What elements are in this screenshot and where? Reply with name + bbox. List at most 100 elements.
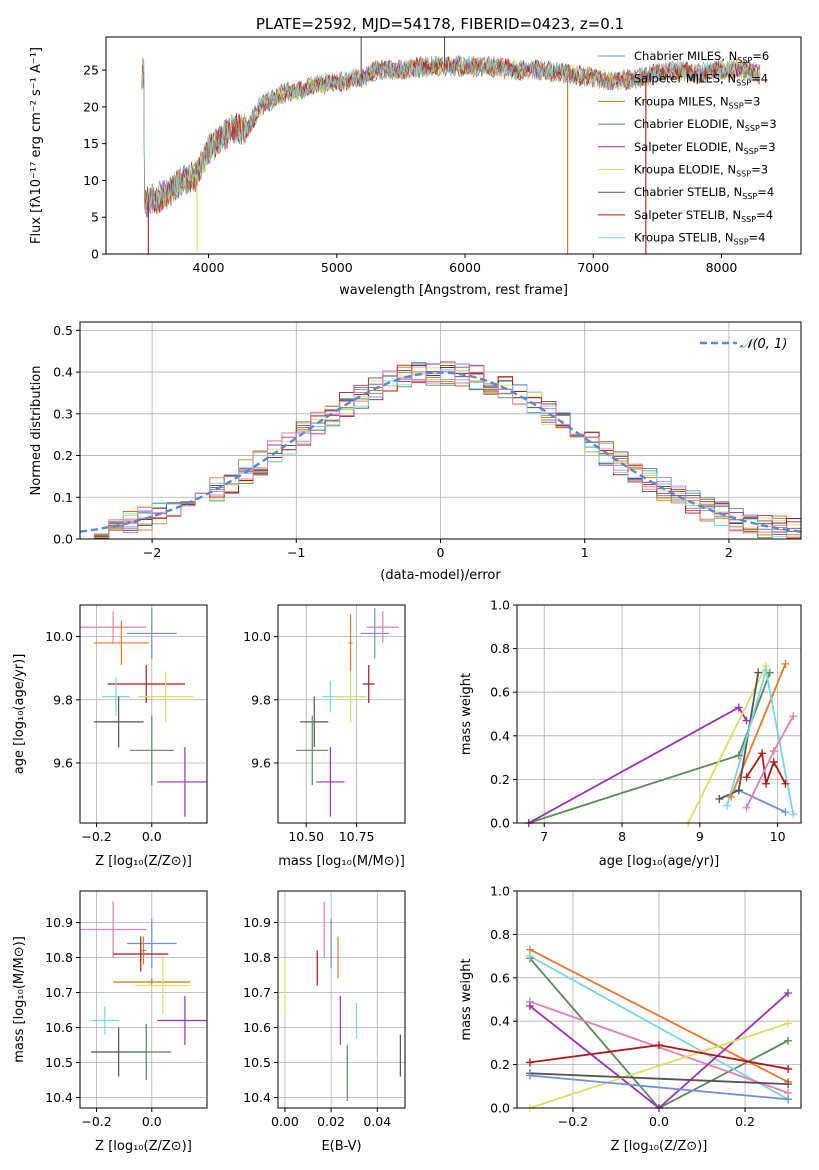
y-tick-label: 9.8 <box>53 692 73 707</box>
x-tick-label: 4000 <box>193 260 225 275</box>
ticks <box>76 922 153 1112</box>
z-age-panel: −0.2 0.0 9.6 9.8 10.0 Z [log₁₀(Z/Z⊙)] age [log… <box>12 604 208 869</box>
legend-label: Kroupa MILES, NSSP=3 <box>634 94 760 110</box>
weight-line <box>687 665 767 823</box>
axes-frame <box>516 890 802 1109</box>
y-tick-label: 0.4 <box>490 1014 510 1029</box>
x-tick-label: 0.2 <box>735 1114 755 1129</box>
legend-label: Chabrier STELIB, NSSP=4 <box>634 185 774 201</box>
weight-line <box>529 1072 789 1085</box>
x-tick-label: 8000 <box>706 260 738 275</box>
weight-marker <box>789 712 798 721</box>
legend-sub: SSP <box>736 170 751 179</box>
y-tick-label: 10.6 <box>45 1020 73 1035</box>
x-tick-label: 0.0 <box>142 829 162 844</box>
y-tick-label: 10.9 <box>45 915 73 930</box>
legend-sub: SSP <box>737 56 752 65</box>
weight-line <box>529 948 789 1083</box>
y-tick-label: 0.6 <box>490 685 510 700</box>
weight-marker <box>742 716 751 725</box>
x-axis-label: Z [log₁₀(Z/Z⊙)] <box>95 854 192 869</box>
legend-tail: =3 <box>751 163 768 177</box>
histogram-step <box>80 368 801 539</box>
x-axis-label: Z [log₁₀(Z/Z⊙)] <box>95 1139 192 1154</box>
weight-line <box>529 1022 789 1108</box>
weight-marker <box>781 659 790 668</box>
weight-line <box>529 992 789 1108</box>
grid <box>80 605 207 823</box>
weight-marker <box>758 749 767 758</box>
weight-marker <box>525 952 534 961</box>
weight-marker <box>761 779 770 788</box>
x-tick-label: 0 <box>437 545 445 560</box>
error-bars <box>80 901 207 1080</box>
normal-curve <box>80 371 801 533</box>
histograms <box>80 361 801 539</box>
y-tick-label: 0.0 <box>490 816 510 831</box>
spectrum-panel: 4000 5000 6000 7000 8000 0 5 10 15 20 25 Chabrier M… <box>29 36 802 298</box>
weight-marker <box>734 751 743 760</box>
x-tick-label: 1 <box>581 545 589 560</box>
x-tick-label: 0.04 <box>363 1114 391 1129</box>
x-axis-label: age [log₁₀(age/yr)] <box>599 854 720 869</box>
axes-frame <box>516 604 802 824</box>
age-weight-panel: 7 8 9 10 0.0 0.2 0.4 0.6 0.8 1.0 age [log₁₀(age/yr… <box>459 598 802 869</box>
x-tick-label: −0.2 <box>558 1114 588 1129</box>
y-tick-label: 0.2 <box>53 448 73 463</box>
legend-tail: =4 <box>756 208 773 222</box>
residual-histogram-panel: −2 −1 0 1 2 0.0 0.1 0.2 0.3 0.4 0.5 𝒩(0, 1) (data-mo… <box>29 321 802 583</box>
y-axis-label: Normed distribution <box>29 366 44 496</box>
weight-marker <box>742 773 751 782</box>
legend-tail: =3 <box>760 117 777 131</box>
legend-label: Chabrier ELODIE, NSSP=3 <box>634 117 777 133</box>
weight-marker <box>754 668 763 677</box>
y-axis-label: Flux [fλ10⁻¹⁷ erg cm⁻² s⁻¹ A⁻¹] <box>29 47 44 244</box>
weight-marker <box>742 803 751 812</box>
legend-label: Kroupa ELODIE, NSSP=3 <box>634 163 768 179</box>
weight-marker <box>726 792 735 801</box>
x-tick-label: 5000 <box>321 260 353 275</box>
y-tick-label: 10.8 <box>45 950 73 965</box>
y-tick-label: 10.0 <box>45 629 73 644</box>
x-axis-label: E(B-V) <box>321 1139 361 1154</box>
y-tick-label: 10.8 <box>243 950 271 965</box>
y-tick-label: 9.6 <box>251 755 271 770</box>
grid <box>80 322 801 540</box>
error-bars <box>80 608 207 817</box>
x-tick-label: 10.75 <box>339 829 375 844</box>
y-tick-label: 1.0 <box>490 884 510 899</box>
weight-lines <box>528 663 795 823</box>
x-tick-label: −0.2 <box>81 1114 111 1129</box>
x-tick-label: 7 <box>540 829 548 844</box>
x-tick-label: 2 <box>725 545 733 560</box>
weight-marker <box>723 801 732 810</box>
y-tick-label: 10.0 <box>243 629 271 644</box>
y-tick-label: 0.3 <box>53 406 73 421</box>
ticks <box>513 604 779 827</box>
y-axis-label: age [log₁₀(age/yr)] <box>12 654 27 775</box>
y-tick-label: 10.4 <box>45 1090 73 1105</box>
grid <box>80 891 207 1108</box>
y-tick-label: 0.4 <box>490 728 510 743</box>
weight-marker <box>525 1002 534 1011</box>
y-tick-label: 0 <box>91 247 99 262</box>
figure-title: PLATE=2592, MJD=54178, FIBERID=0423, z=0… <box>256 15 624 33</box>
x-axis-label: (data-model)/error <box>380 568 501 583</box>
y-tick-label: 15 <box>83 136 99 151</box>
y-tick-label: 0.6 <box>490 970 510 985</box>
x-tick-label: 0.0 <box>142 1114 162 1129</box>
legend-tail: =4 <box>749 231 766 245</box>
legend-tail: =6 <box>752 49 769 63</box>
z-mass-panel: −0.2 0.0 10.4 10.5 10.6 10.7 10.8 10.9 Z [log₁₀(… <box>12 890 208 1154</box>
legend-tail: =3 <box>759 140 776 154</box>
ticks <box>513 890 746 1112</box>
weight-line <box>529 955 789 1101</box>
weight-marker <box>789 810 798 819</box>
ebv-mass-panel: 0.00 0.02 0.04 10.4 10.5 10.6 10.7 10.8 10.9 E(B-… <box>243 890 406 1154</box>
weight-marker <box>769 757 778 766</box>
x-axis-label: mass [log₁₀(M/M⊙)] <box>278 854 405 869</box>
y-tick-label: 1.0 <box>490 598 510 613</box>
x-tick-label: 8 <box>618 829 626 844</box>
y-tick-label: 0.5 <box>53 323 73 338</box>
grid <box>517 890 801 1109</box>
